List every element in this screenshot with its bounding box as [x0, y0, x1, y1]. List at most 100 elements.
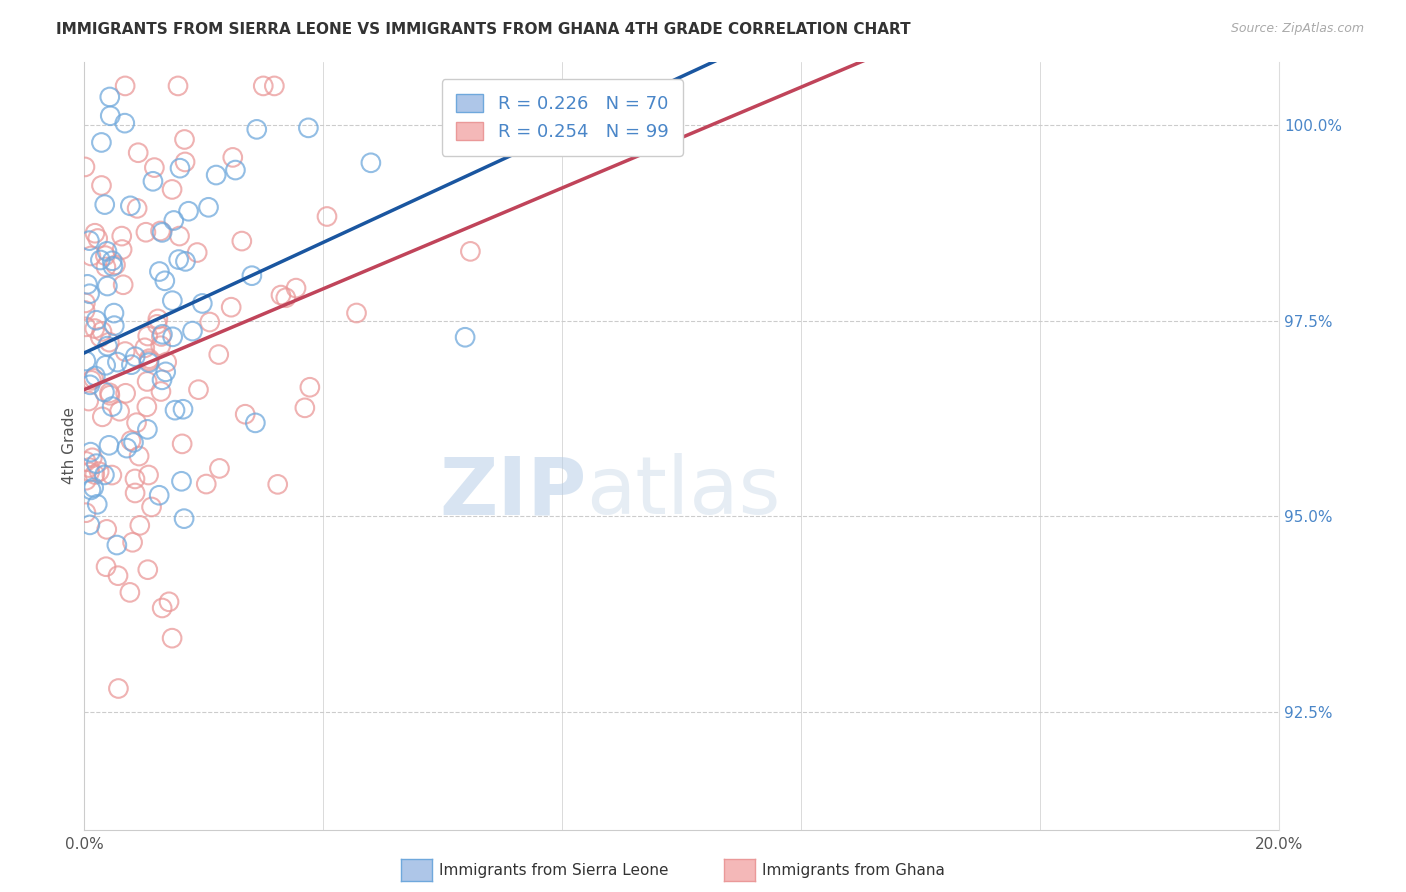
Point [114, 78, 136, 93]
Point [96, 244, 118, 259]
Point [240, 268, 263, 283]
Point [89, 330, 111, 344]
Point [135, 225, 157, 239]
Point [91, 409, 114, 424]
Point [127, 202, 149, 216]
Point [146, 312, 169, 326]
Point [263, 78, 285, 93]
Point [96, 339, 118, 353]
Point [73, 303, 96, 318]
Point [138, 356, 160, 370]
Point [224, 163, 246, 178]
Point [155, 365, 177, 379]
Point [79, 517, 101, 532]
Point [162, 330, 184, 344]
Point [163, 403, 186, 417]
Y-axis label: 4th Grade: 4th Grade [62, 408, 77, 484]
Point [270, 288, 292, 302]
Point [267, 477, 290, 491]
Point [169, 161, 191, 176]
Point [75, 506, 97, 520]
Point [136, 422, 159, 436]
Point [136, 329, 159, 343]
Point [98, 109, 121, 123]
Point [96, 522, 118, 536]
Point [75, 473, 97, 487]
Point [101, 468, 124, 483]
Point [128, 518, 150, 533]
Point [114, 386, 136, 401]
Point [246, 122, 269, 136]
Point [138, 354, 160, 368]
Point [135, 400, 157, 414]
Point [98, 90, 121, 104]
Text: IMMIGRANTS FROM SIERRA LEONE VS IMMIGRANTS FROM GHANA 4TH GRADE CORRELATION CHAR: IMMIGRANTS FROM SIERRA LEONE VS IMMIGRAN… [56, 22, 911, 37]
Point [84, 369, 107, 384]
Point [101, 400, 124, 414]
Point [114, 116, 136, 130]
Point [80, 373, 103, 387]
Point [94, 249, 117, 263]
Point [160, 631, 183, 645]
Point [150, 373, 173, 387]
Point [143, 161, 166, 175]
Point [233, 407, 256, 421]
Point [128, 449, 150, 463]
Point [148, 264, 170, 278]
Point [120, 434, 142, 448]
Point [86, 497, 108, 511]
Point [231, 234, 253, 248]
Point [149, 384, 172, 399]
Point [297, 120, 319, 135]
Point [114, 344, 136, 359]
Point [141, 500, 163, 514]
Point [124, 350, 146, 364]
Point [75, 319, 97, 334]
Point [80, 249, 103, 263]
Point [127, 145, 149, 160]
Point [105, 538, 128, 552]
Point [89, 465, 111, 479]
Point [167, 78, 190, 93]
Point [73, 160, 96, 174]
Point [94, 359, 117, 373]
Point [177, 204, 200, 219]
Point [124, 472, 146, 486]
Point [82, 371, 104, 385]
Point [142, 174, 165, 188]
Point [162, 293, 184, 308]
Point [98, 388, 121, 402]
Point [79, 234, 101, 248]
Point [111, 229, 134, 244]
Point [93, 384, 115, 399]
Point [125, 416, 148, 430]
Point [115, 441, 138, 455]
Point [112, 277, 135, 292]
Point [157, 595, 180, 609]
Point [98, 335, 121, 350]
Point [86, 457, 108, 471]
Point [195, 477, 218, 491]
Point [120, 358, 142, 372]
Legend: R = 0.226   N = 70, R = 0.254   N = 99: R = 0.226 N = 70, R = 0.254 N = 99 [441, 79, 683, 156]
Point [75, 296, 97, 310]
Point [79, 460, 101, 475]
Point [173, 132, 195, 146]
Point [138, 468, 160, 483]
Point [94, 260, 117, 274]
Point [160, 182, 183, 196]
Point [208, 461, 231, 475]
Point [245, 416, 267, 430]
Point [163, 213, 186, 227]
Point [84, 226, 107, 240]
Point [191, 296, 214, 310]
Point [94, 559, 117, 574]
Point [198, 315, 221, 329]
Point [208, 347, 231, 361]
Text: Immigrants from Ghana: Immigrants from Ghana [762, 863, 945, 878]
Point [98, 385, 121, 400]
Text: Source: ZipAtlas.com: Source: ZipAtlas.com [1230, 22, 1364, 36]
Point [134, 341, 156, 355]
Point [316, 210, 339, 224]
Point [101, 253, 124, 268]
